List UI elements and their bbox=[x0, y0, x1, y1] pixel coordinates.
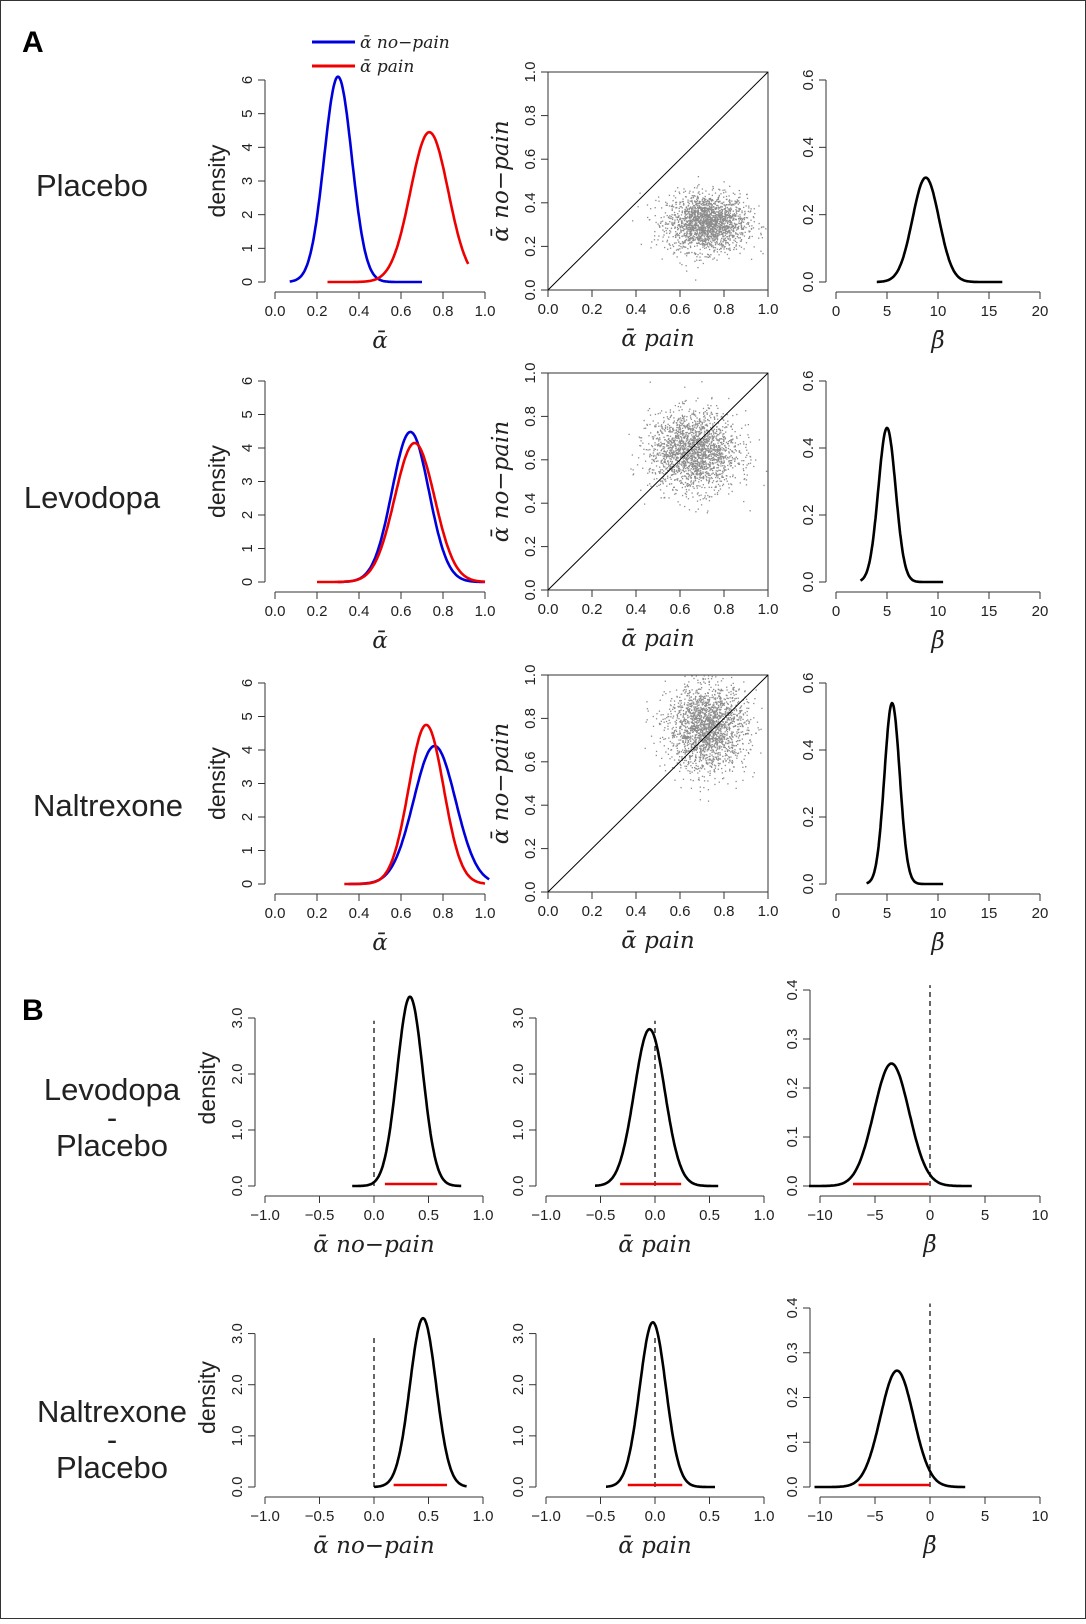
figure-frame bbox=[0, 0, 1086, 1619]
